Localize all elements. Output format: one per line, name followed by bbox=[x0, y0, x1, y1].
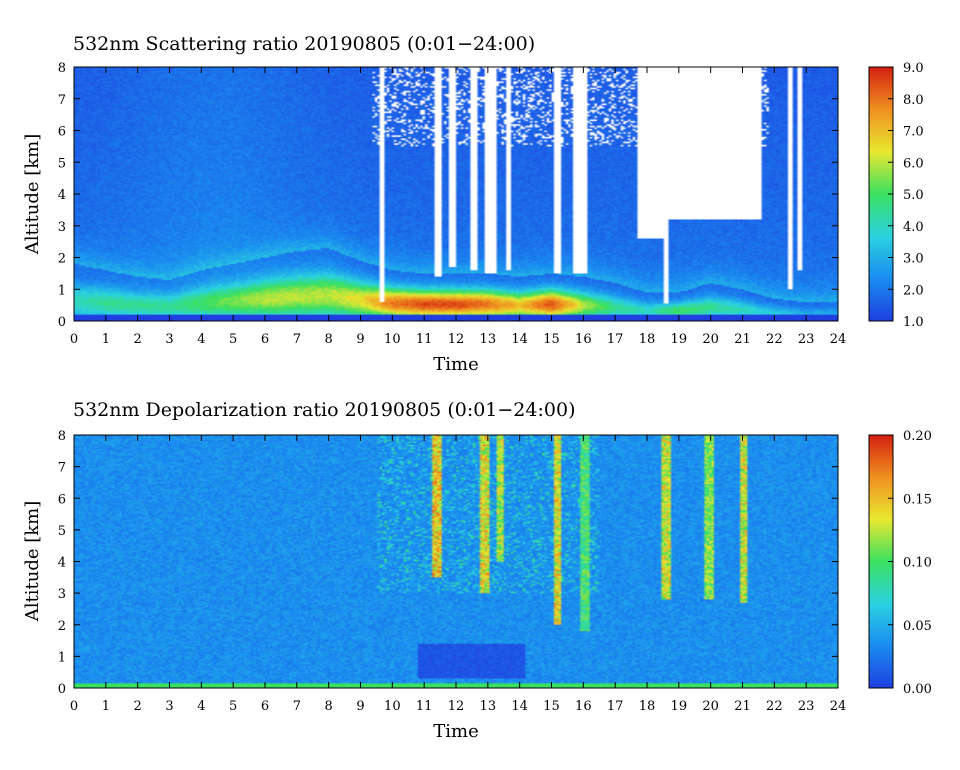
x-tick-label: 3 bbox=[165, 332, 173, 347]
x-tick-label: 8 bbox=[325, 332, 333, 347]
x-tick-label: 17 bbox=[607, 699, 624, 714]
x-tick-label: 14 bbox=[511, 699, 528, 714]
x-tick-label: 19 bbox=[671, 332, 688, 347]
colorbar-tick-label: 0.00 bbox=[903, 682, 932, 697]
colorbar-tick-label: 0.20 bbox=[903, 429, 932, 444]
chart-title: 532nm Depolarization ratio 20190805 (0:0… bbox=[73, 399, 575, 421]
x-tick-label: 20 bbox=[702, 332, 719, 347]
y-tick-label: 6 bbox=[58, 125, 66, 140]
x-tick-label: 15 bbox=[543, 332, 560, 347]
colorbar-tick-label: 7.0 bbox=[903, 125, 924, 140]
x-tick-label: 16 bbox=[575, 332, 592, 347]
colorbar-tick-label: 1.0 bbox=[903, 315, 924, 330]
x-tick-label: 7 bbox=[293, 332, 301, 347]
y-axis-label: Altitude [km] bbox=[22, 134, 43, 256]
x-tick-label: 6 bbox=[261, 332, 269, 347]
y-tick-label: 2 bbox=[58, 619, 66, 634]
y-axis-label: Altitude [km] bbox=[22, 501, 43, 623]
x-tick-label: 12 bbox=[448, 699, 465, 714]
x-tick-label: 21 bbox=[734, 332, 751, 347]
x-tick-label: 23 bbox=[798, 699, 815, 714]
y-tick-label: 5 bbox=[58, 524, 66, 539]
axes: 0 1 2 3 4 5 6 7 8 9 10 11 12 13 14 15 16 17 18 19 20 21 22 23 24… bbox=[58, 61, 847, 347]
colorbar-tick-label: 0.05 bbox=[903, 619, 932, 634]
x-tick-label: 19 bbox=[671, 699, 688, 714]
x-tick-label: 6 bbox=[261, 699, 269, 714]
heatmap-plot-area bbox=[74, 67, 838, 321]
y-tick-label: 7 bbox=[58, 461, 66, 476]
x-tick-label: 9 bbox=[356, 699, 364, 714]
colorbar-tick-label: 0.10 bbox=[903, 556, 932, 571]
x-tick-label: 21 bbox=[734, 699, 751, 714]
heatmap-image bbox=[74, 67, 838, 321]
x-axis-label: Time bbox=[433, 721, 478, 742]
x-tick-label: 13 bbox=[480, 332, 497, 347]
x-tick-label: 12 bbox=[448, 332, 465, 347]
colorbar-tick-label: 3.0 bbox=[903, 252, 924, 267]
x-tick-label: 1 bbox=[102, 699, 110, 714]
y-tick-label: 1 bbox=[58, 283, 66, 298]
x-tick-label: 14 bbox=[511, 332, 528, 347]
x-tick-label: 13 bbox=[480, 699, 497, 714]
colorbar-tick-label: 0.15 bbox=[903, 492, 932, 507]
x-tick-label: 2 bbox=[134, 699, 142, 714]
x-tick-label: 9 bbox=[356, 332, 364, 347]
x-tick-label: 18 bbox=[639, 332, 656, 347]
x-tick-label: 10 bbox=[384, 699, 401, 714]
colorbar: 1.0 2.0 3.0 4.0 5.0 6.0 7.0 8.0 9.0 bbox=[868, 61, 924, 330]
x-tick-label: 4 bbox=[197, 699, 205, 714]
colorbar-tick-label: 5.0 bbox=[903, 188, 924, 203]
y-tick-label: 7 bbox=[58, 93, 66, 108]
x-tick-label: 4 bbox=[197, 332, 205, 347]
y-tick-label: 3 bbox=[58, 587, 66, 602]
x-axis-label: Time bbox=[433, 354, 478, 375]
x-tick-label: 17 bbox=[607, 332, 624, 347]
x-tick-label: 24 bbox=[830, 699, 847, 714]
x-tick-label: 22 bbox=[766, 332, 783, 347]
y-tick-label: 0 bbox=[58, 682, 66, 697]
x-tick-label: 0 bbox=[70, 699, 78, 714]
y-tick-label: 4 bbox=[58, 188, 66, 203]
axes: 0 1 2 3 4 5 6 7 8 9 10 11 12 13 14 15 16 17 18 19 20 21 22 23 24… bbox=[58, 429, 847, 714]
colorbar-tick-label: 8.0 bbox=[903, 93, 924, 108]
x-tick-label: 11 bbox=[416, 699, 433, 714]
y-tick-label: 4 bbox=[58, 556, 66, 571]
x-tick-label: 11 bbox=[416, 332, 433, 347]
x-tick-label: 20 bbox=[702, 699, 719, 714]
x-tick-label: 16 bbox=[575, 699, 592, 714]
x-tick-label: 18 bbox=[639, 699, 656, 714]
colorbar: 0.00 0.05 0.10 0.15 0.20 bbox=[868, 429, 932, 697]
y-tick-label: 6 bbox=[58, 492, 66, 507]
x-tick-label: 3 bbox=[165, 699, 173, 714]
x-tick-label: 5 bbox=[229, 332, 237, 347]
x-tick-label: 7 bbox=[293, 699, 301, 714]
y-tick-label: 0 bbox=[58, 315, 66, 330]
x-tick-label: 8 bbox=[325, 699, 333, 714]
x-tick-label: 2 bbox=[134, 332, 142, 347]
x-tick-label: 5 bbox=[229, 699, 237, 714]
colorbar-tick-label: 9.0 bbox=[903, 61, 924, 76]
x-tick-label: 15 bbox=[543, 699, 560, 714]
x-tick-label: 10 bbox=[384, 332, 401, 347]
y-tick-label: 1 bbox=[58, 650, 66, 665]
x-tick-label: 0 bbox=[70, 332, 78, 347]
x-tick-label: 22 bbox=[766, 699, 783, 714]
y-tick-label: 5 bbox=[58, 156, 66, 171]
x-tick-label: 24 bbox=[830, 332, 847, 347]
x-tick-label: 1 bbox=[102, 332, 110, 347]
colorbar-tick-label: 2.0 bbox=[903, 283, 924, 298]
y-tick-label: 3 bbox=[58, 220, 66, 235]
heatmap-image bbox=[74, 435, 838, 688]
scattering-ratio-panel: 532nm Scattering ratio 20190805 (0:01−24… bbox=[22, 33, 924, 375]
y-tick-label: 8 bbox=[58, 61, 66, 76]
y-tick-label: 8 bbox=[58, 429, 66, 444]
y-tick-label: 2 bbox=[58, 252, 66, 267]
x-tick-label: 23 bbox=[798, 332, 815, 347]
chart-title: 532nm Scattering ratio 20190805 (0:01−24… bbox=[73, 33, 535, 55]
heatmap-plot-area bbox=[74, 435, 838, 688]
colorbar-tick-label: 4.0 bbox=[903, 220, 924, 235]
colorbar-tick-label: 6.0 bbox=[903, 156, 924, 171]
depolarization-ratio-panel: 532nm Depolarization ratio 20190805 (0:0… bbox=[22, 399, 932, 742]
